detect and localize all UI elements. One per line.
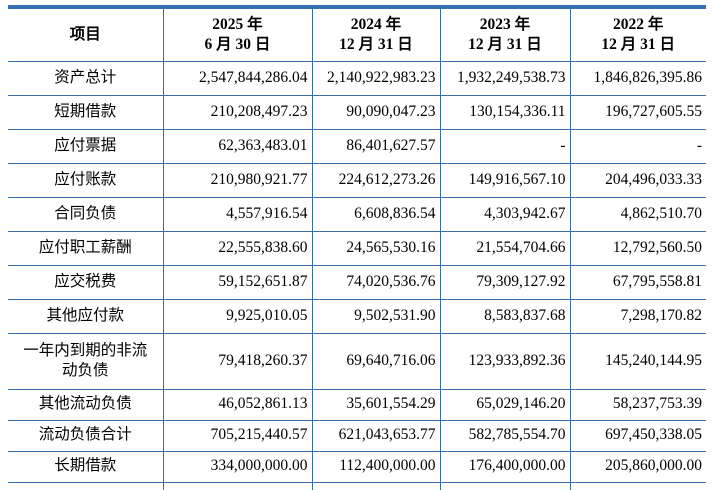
row-label: 合同负债 <box>8 197 164 232</box>
row-value: 621,043,653.77 <box>312 420 441 452</box>
row-value: 4,557,916.54 <box>163 197 313 232</box>
table-row: 一年内到期的非流动负债 79,418,260.37 69,640,716.06 123… <box>8 333 706 390</box>
row-value: 697,450,338.05 <box>570 420 706 452</box>
header-period-2024: 2024 年 12 月 31 日 <box>312 7 441 62</box>
table-row: 合同负债 4,557,916.54 6,608,836.54 4,303,942.67… <box>8 197 706 232</box>
header-date: 12 月 31 日 <box>468 35 542 53</box>
row-value: 6,608,836.54 <box>312 197 441 232</box>
row-value: 22,555,838.60 <box>163 231 313 266</box>
row-label: 应付账款 <box>8 163 164 198</box>
table-row: 应付账款 210,980,921.77 224,612,273.26 149,916,… <box>8 163 706 198</box>
table-header: 项目 2025 年 6 月 30 日 2024 年 12 月 31 日 2023… <box>8 7 706 62</box>
row-value: 145,240,144.95 <box>570 333 706 390</box>
row-value: 9,925,010.05 <box>163 299 313 334</box>
row-value: 176,400,000.00 <box>440 451 571 483</box>
row-value: 86,401,627.57 <box>312 129 441 164</box>
row-label: 应付职工薪酬 <box>8 231 164 266</box>
row-value: 59,152,651.87 <box>163 265 313 300</box>
row-value: 224,612,273.26 <box>312 163 441 198</box>
row-value: 130,154,336.11 <box>440 95 571 130</box>
row-value: 149,916,567.10 <box>440 163 571 198</box>
header-year: 2024 年 <box>350 15 402 33</box>
header-period-2025: 2025 年 6 月 30 日 <box>163 7 313 62</box>
row-value: 79,418,260.37 <box>163 333 313 390</box>
header-item-column: 项目 <box>8 7 164 62</box>
row-value: 705,215,440.57 <box>163 420 313 452</box>
row-label: 资产总计 <box>8 61 164 96</box>
row-value: 123,933,892.36 <box>440 333 571 390</box>
row-label: 长期借款 <box>8 451 164 483</box>
table-row: 应交税费 59,152,651.87 74,020,536.76 79,309,127… <box>8 265 706 300</box>
row-value: 4,862,510.70 <box>570 197 706 232</box>
row-value <box>570 482 706 490</box>
row-value: 58,237,753.39 <box>570 389 706 421</box>
header-year: 2023 年 <box>479 15 531 33</box>
table-row: 资产总计 2,547,844,286.04 2,140,922,983.23 1,93… <box>8 61 706 96</box>
row-value: 79,309,127.92 <box>440 265 571 300</box>
table-row: 短期借款 210,208,497.23 90,090,047.23 130,154,3… <box>8 95 706 130</box>
row-value <box>163 482 313 490</box>
row-value: 196,727,605.55 <box>570 95 706 130</box>
table-row: 流动负债合计 705,215,440.57 621,043,653.77 582,78… <box>8 420 706 452</box>
row-label: 一年内到期的非流动负债 <box>8 333 164 390</box>
row-value: 112,400,000.00 <box>312 451 441 483</box>
row-value: 210,980,921.77 <box>163 163 313 198</box>
header-period-2022: 2022 年 12 月 31 日 <box>570 7 706 62</box>
row-value: 12,792,560.50 <box>570 231 706 266</box>
row-value: 204,496,033.33 <box>570 163 706 198</box>
row-value: - <box>570 129 706 164</box>
row-label: 应付票据 <box>8 129 164 164</box>
row-value: 210,208,497.23 <box>163 95 313 130</box>
table-row: 应付职工薪酬 22,555,838.60 24,565,530.16 21,554,7… <box>8 231 706 266</box>
header-row: 项目 2025 年 6 月 30 日 2024 年 12 月 31 日 2023… <box>8 7 706 62</box>
row-label: 流动负债合计 <box>8 420 164 452</box>
header-period-2023: 2023 年 12 月 31 日 <box>440 7 571 62</box>
table-row-partial <box>8 482 706 490</box>
row-value: 62,363,483.01 <box>163 129 313 164</box>
row-value: 1,846,826,395.86 <box>570 61 706 96</box>
header-year: 2025 年 <box>212 15 263 33</box>
row-value: 24,565,530.16 <box>312 231 441 266</box>
row-value: 334,000,000.00 <box>163 451 313 483</box>
row-value: 8,583,837.68 <box>440 299 571 334</box>
financial-table: 项目 2025 年 6 月 30 日 2024 年 12 月 31 日 2023… <box>8 5 706 490</box>
header-date: 12 月 31 日 <box>601 35 676 53</box>
row-label: 应交税费 <box>8 265 164 300</box>
table-row: 其他应付款 9,925,010.05 9,502,531.90 8,583,837.6… <box>8 299 706 334</box>
header-date: 6 月 30 日 <box>204 35 271 53</box>
table-row: 其他流动负债 46,052,861.13 35,601,554.29 65,029,1… <box>8 389 706 421</box>
row-value: 582,785,554.70 <box>440 420 571 452</box>
row-value: 205,860,000.00 <box>570 451 706 483</box>
row-value <box>440 482 571 490</box>
header-label: 项目 <box>69 25 101 43</box>
row-value: 7,298,170.82 <box>570 299 706 334</box>
row-value: 67,795,558.81 <box>570 265 706 300</box>
row-value: 2,547,844,286.04 <box>163 61 313 96</box>
row-label <box>8 482 164 490</box>
row-value: 90,090,047.23 <box>312 95 441 130</box>
row-label: 短期借款 <box>8 95 164 130</box>
header-year: 2022 年 <box>613 15 664 33</box>
row-label: 其他应付款 <box>8 299 164 334</box>
row-label: 其他流动负债 <box>8 389 164 421</box>
row-value: 74,020,536.76 <box>312 265 441 300</box>
row-value: 1,932,249,538.73 <box>440 61 571 96</box>
row-value: 2,140,922,983.23 <box>312 61 441 96</box>
table-row: 长期借款 334,000,000.00 112,400,000.00 176,400,… <box>8 451 706 483</box>
row-value: 46,052,861.13 <box>163 389 313 421</box>
table-row: 应付票据 62,363,483.01 86,401,627.57- - <box>8 129 706 164</box>
row-value: 4,303,942.67 <box>440 197 571 232</box>
row-value: 65,029,146.20 <box>440 389 571 421</box>
row-value: 21,554,704.66 <box>440 231 571 266</box>
header-date: 12 月 31 日 <box>339 35 413 53</box>
table-body: 资产总计 2,547,844,286.04 2,140,922,983.23 1,93… <box>8 61 706 490</box>
row-value <box>312 482 441 490</box>
row-value: - <box>440 129 571 164</box>
row-value: 9,502,531.90 <box>312 299 441 334</box>
row-value: 35,601,554.29 <box>312 389 441 421</box>
row-value: 69,640,716.06 <box>312 333 441 390</box>
